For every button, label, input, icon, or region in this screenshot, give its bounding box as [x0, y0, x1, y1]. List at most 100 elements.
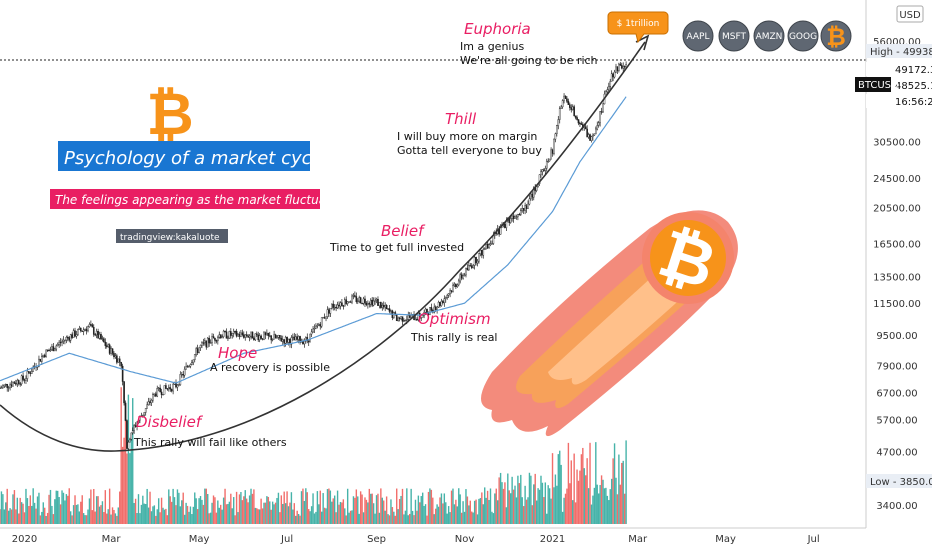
volume-bar [159, 512, 161, 524]
candle-body [159, 387, 161, 393]
volume-bar [574, 502, 577, 524]
candle-body [65, 337, 68, 341]
volume-bar [214, 497, 216, 524]
volume-bar [331, 501, 333, 524]
candle-body [156, 388, 159, 397]
candle-body [97, 331, 99, 339]
volume-bar [462, 501, 464, 524]
candle-body [463, 274, 466, 276]
volume-bar [26, 498, 29, 524]
candle-body [483, 248, 486, 250]
volume-bar [484, 487, 486, 524]
volume-bar [344, 508, 346, 524]
volume-bar [471, 511, 473, 524]
volume-bar [234, 515, 236, 524]
candle-body [440, 301, 443, 306]
volume-bar [349, 510, 352, 524]
volume-bar [528, 472, 531, 524]
candle-body [91, 324, 94, 328]
candle-body [214, 337, 216, 341]
volume-bar [204, 488, 206, 524]
phase-note: This rally will fail like others [133, 436, 287, 449]
volume-bar [361, 494, 363, 524]
candle-body [230, 331, 232, 336]
volume-bar [492, 513, 495, 524]
volume-bar [176, 489, 179, 524]
volume-bar [139, 513, 141, 524]
time-tick-label: Jul [807, 534, 820, 545]
candle-body [361, 302, 363, 305]
candle-body [9, 384, 11, 388]
volume-bar [446, 513, 448, 524]
candle-body [23, 379, 26, 381]
candle-body [599, 111, 601, 123]
volume-bar [440, 493, 443, 524]
price-tick-label: 4700.00 [876, 447, 917, 458]
volume-bar [455, 499, 457, 524]
phase-euphoria: Euphoria Im a genius We're all going to … [460, 20, 598, 67]
candle-body [548, 158, 551, 162]
candle-body [42, 354, 45, 357]
candle-body [356, 300, 359, 303]
currency-tag[interactable]: USD [896, 5, 924, 23]
volume-bar [163, 509, 166, 524]
candle-body [219, 334, 222, 339]
volume-bar [370, 493, 372, 524]
candle-body [41, 356, 43, 362]
candle-body [46, 349, 49, 351]
candle-body [369, 299, 372, 305]
volume-bar [309, 511, 311, 524]
candle-body [19, 383, 21, 385]
volume-bar [108, 488, 111, 524]
candle-body [29, 372, 32, 374]
volume-bar [342, 499, 345, 524]
candle-body [569, 104, 571, 108]
volume-bar [287, 506, 290, 524]
candle-body [157, 387, 160, 389]
volume-bar [85, 515, 88, 524]
candle-body [147, 401, 150, 405]
volume-bar [295, 515, 297, 524]
phase-note: Time to get full invested [329, 241, 464, 254]
volume-bar [615, 477, 617, 524]
volume-bar [420, 496, 422, 524]
candle-body [385, 305, 388, 309]
candle-body [390, 310, 392, 312]
volume-bar [406, 488, 408, 524]
volume-bar [550, 498, 552, 524]
candle-body [234, 331, 236, 333]
volume-bar [238, 494, 241, 524]
symbol-tag[interactable]: BTCUSD [855, 77, 899, 92]
candle-body [472, 265, 474, 268]
candle-body [466, 267, 469, 271]
volume-bar [393, 511, 395, 524]
volume-bar [9, 508, 11, 524]
volume-bar [567, 442, 570, 524]
volume-bar [507, 473, 509, 524]
volume-bar [44, 507, 46, 524]
candle-body [82, 329, 85, 332]
phase-title: Belief [381, 222, 426, 240]
candle-body [61, 341, 63, 344]
candle-body [323, 317, 326, 319]
volume-bar [147, 507, 150, 524]
volume-bar [130, 438, 132, 524]
volume-bar [333, 495, 336, 524]
candle-body [250, 331, 252, 337]
volume-bar [534, 473, 536, 524]
candle-body [296, 336, 298, 340]
volume-bar [247, 502, 249, 524]
candle-body [170, 388, 173, 392]
candle-body [404, 319, 407, 322]
volume-bar [143, 503, 145, 524]
candle-body [462, 275, 464, 279]
candle-body [478, 253, 480, 262]
candle-body [524, 205, 526, 211]
candle-body [20, 375, 23, 385]
candle-body [550, 149, 552, 160]
volume-bar [619, 484, 622, 524]
volume-bar [192, 506, 195, 524]
volume-bar [625, 440, 627, 524]
candle-body [504, 223, 506, 228]
price-tick-label: 20500.00 [873, 203, 921, 214]
